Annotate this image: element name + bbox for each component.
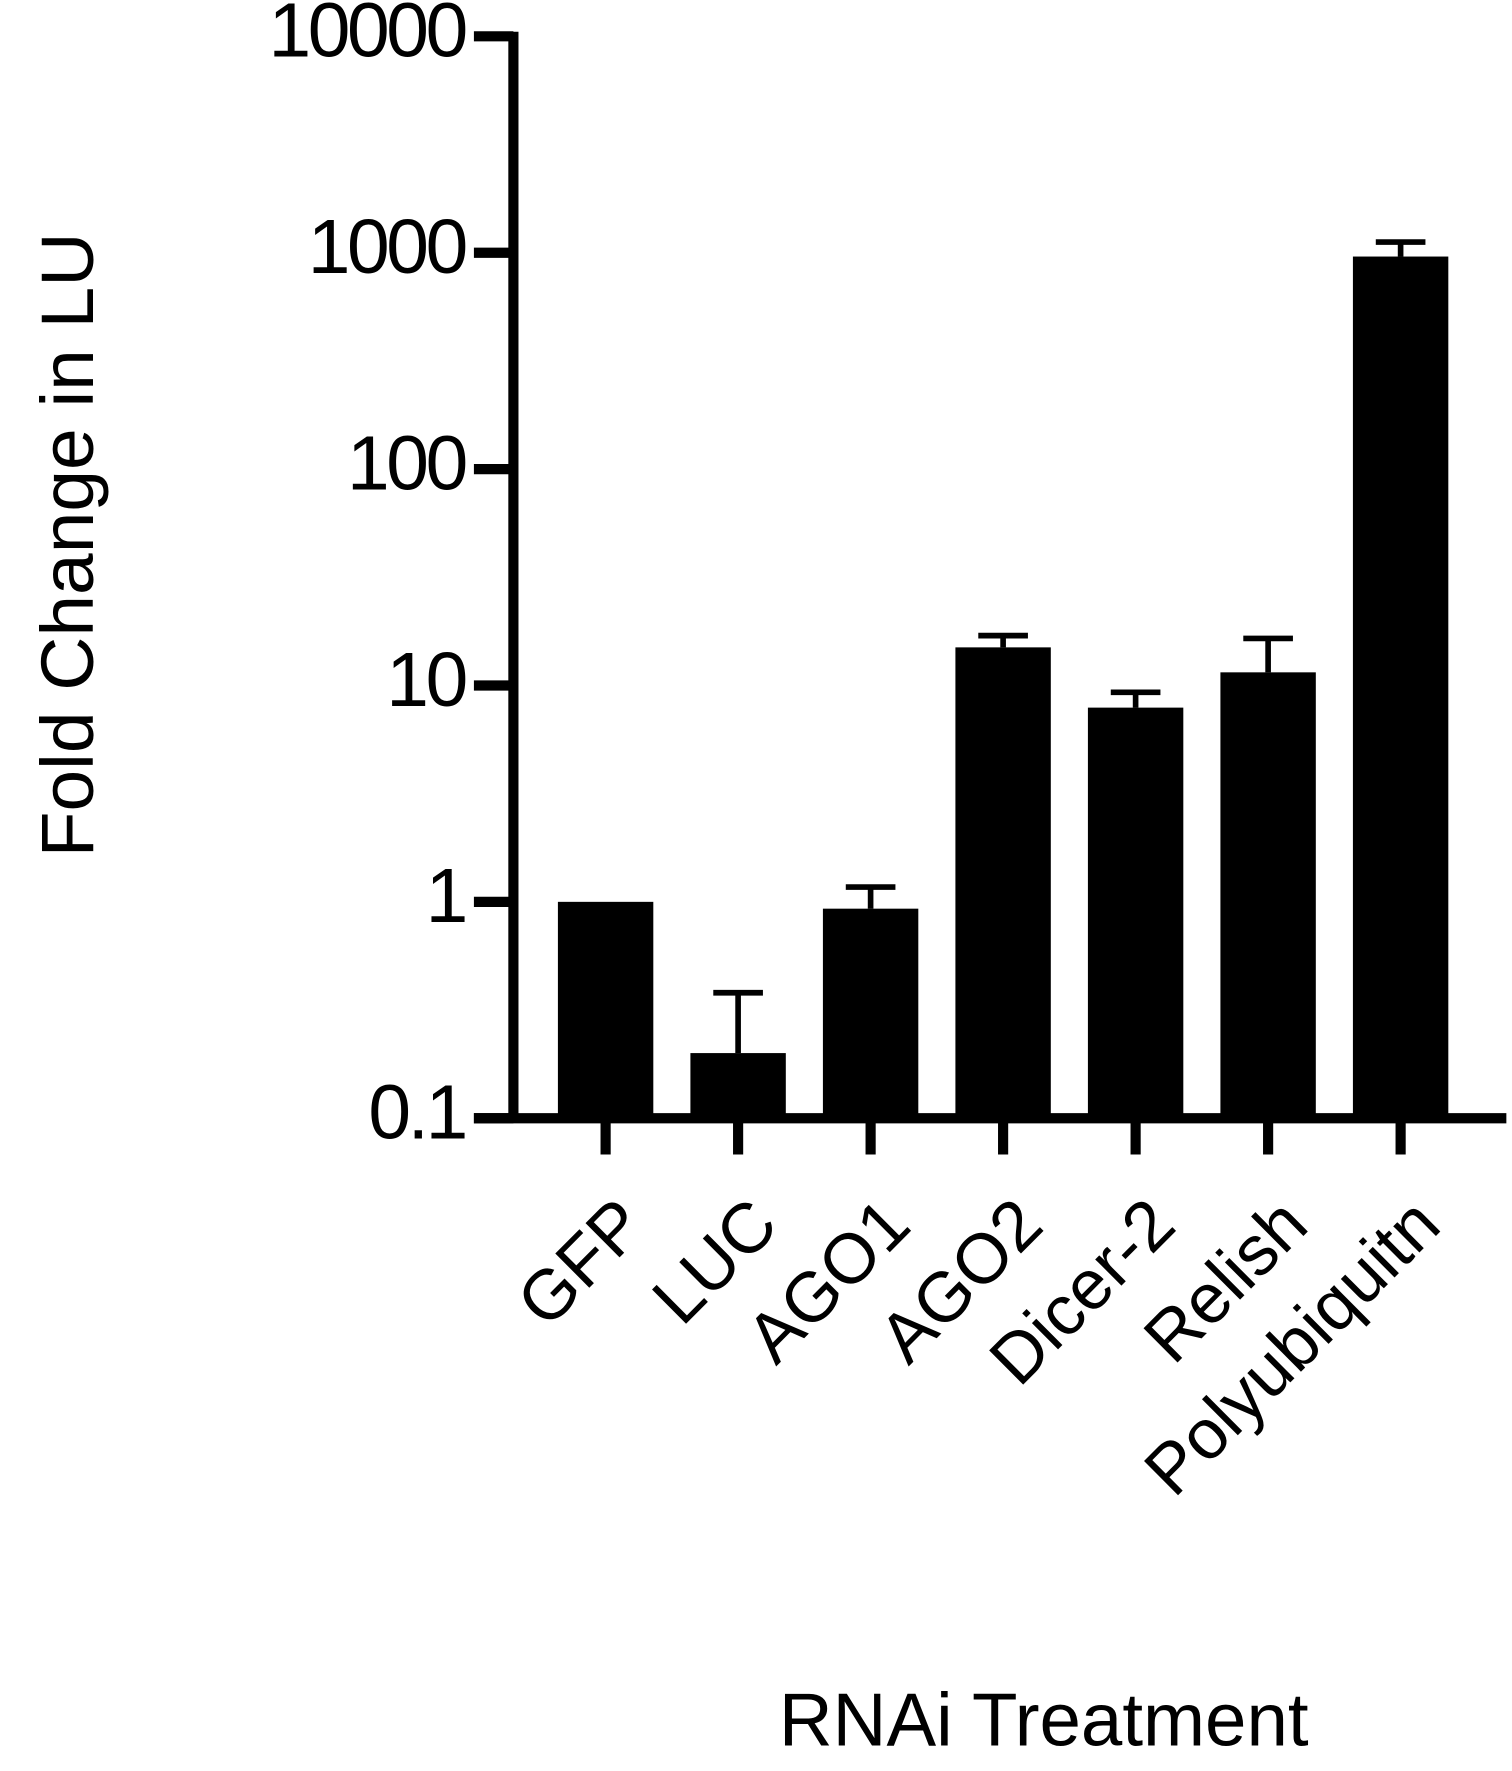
y-tick-label: 10000 [268, 0, 465, 74]
bar [1220, 672, 1316, 1119]
bar [1352, 256, 1449, 1119]
bar [1087, 707, 1184, 1119]
y-axis-title: Fold Change in LU [25, 233, 109, 858]
x-tick-label: GFP [502, 1183, 659, 1341]
x-axis-title: RNAi Treatment [779, 1677, 1309, 1761]
bar [690, 1053, 786, 1119]
bar [822, 908, 919, 1119]
y-tick-label: 100 [347, 420, 465, 506]
bar [557, 901, 654, 1119]
y-tick-label: 0.1 [368, 1069, 465, 1155]
y-tick-label: 1000 [308, 204, 466, 290]
bar [955, 647, 1051, 1119]
y-tick-label: 10 [386, 637, 465, 723]
y-tick-label: 1 [426, 853, 466, 939]
